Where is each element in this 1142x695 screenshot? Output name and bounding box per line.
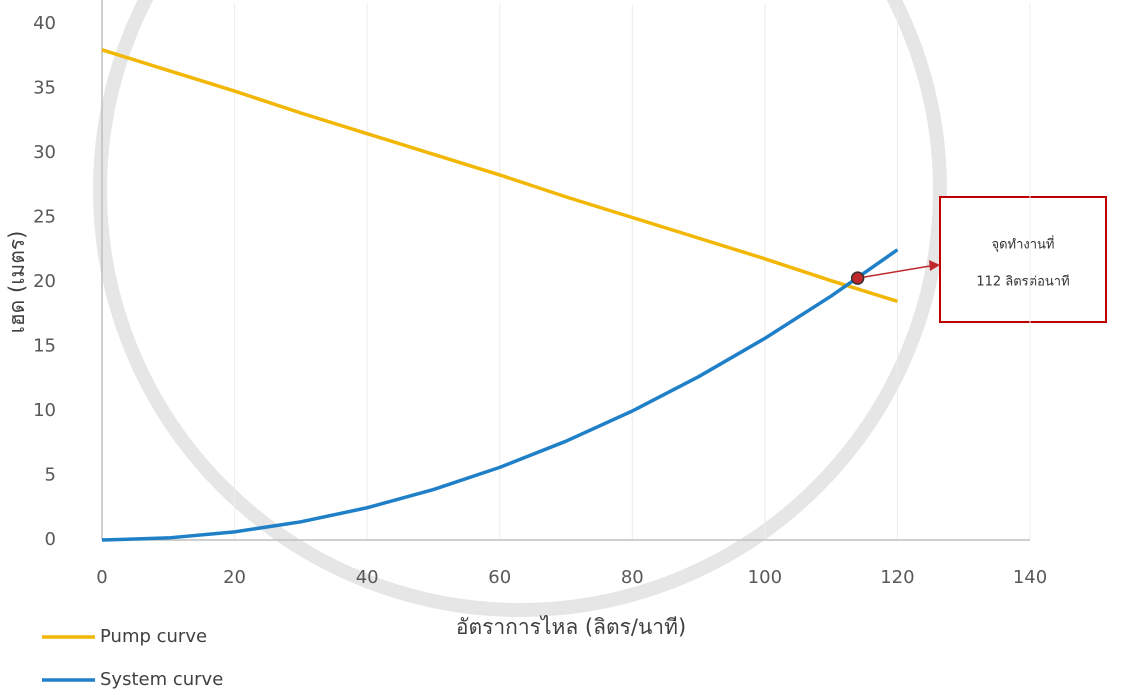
x-tick-label: 20 <box>223 567 246 588</box>
x-tick-label: 60 <box>488 567 511 588</box>
y-tick-label: 0 <box>45 529 56 550</box>
x-tick-label: 80 <box>621 567 644 588</box>
x-tick-label: 120 <box>880 567 914 588</box>
y-tick-label: 15 <box>33 336 56 357</box>
annotation-box <box>939 196 1107 323</box>
annotation-arrowhead <box>929 260 940 271</box>
watermark <box>93 0 947 617</box>
y-tick-label: 10 <box>33 400 56 421</box>
x-tick-label: 140 <box>1013 567 1047 588</box>
x-tick-label: 0 <box>96 567 107 588</box>
legend-label: System curve <box>100 669 223 690</box>
x-tick-label: 100 <box>748 567 782 588</box>
annotation-arrow <box>857 265 931 279</box>
y-tick-label: 30 <box>33 142 56 163</box>
series-line <box>101 248 899 542</box>
series-line <box>101 48 898 304</box>
y-axis-title: เฮด (เมตร) <box>5 231 29 334</box>
y-tick-label: 5 <box>45 465 56 486</box>
operating-point <box>850 271 865 285</box>
y-tick-label: 40 <box>33 13 56 34</box>
annotation-line: 112 ลิตรต่อนาที <box>976 274 1069 290</box>
x-tick-label: 40 <box>356 567 379 588</box>
y-tick-label: 35 <box>33 78 56 99</box>
y-tick-label: 20 <box>33 271 56 292</box>
legend-label: Pump curve <box>100 626 207 647</box>
annotation-line: จุดทำงานที่ <box>991 236 1054 253</box>
x-axis-title: อัตราการไหล (ลิตร/นาที) <box>456 615 686 639</box>
y-tick-label: 25 <box>33 207 56 228</box>
